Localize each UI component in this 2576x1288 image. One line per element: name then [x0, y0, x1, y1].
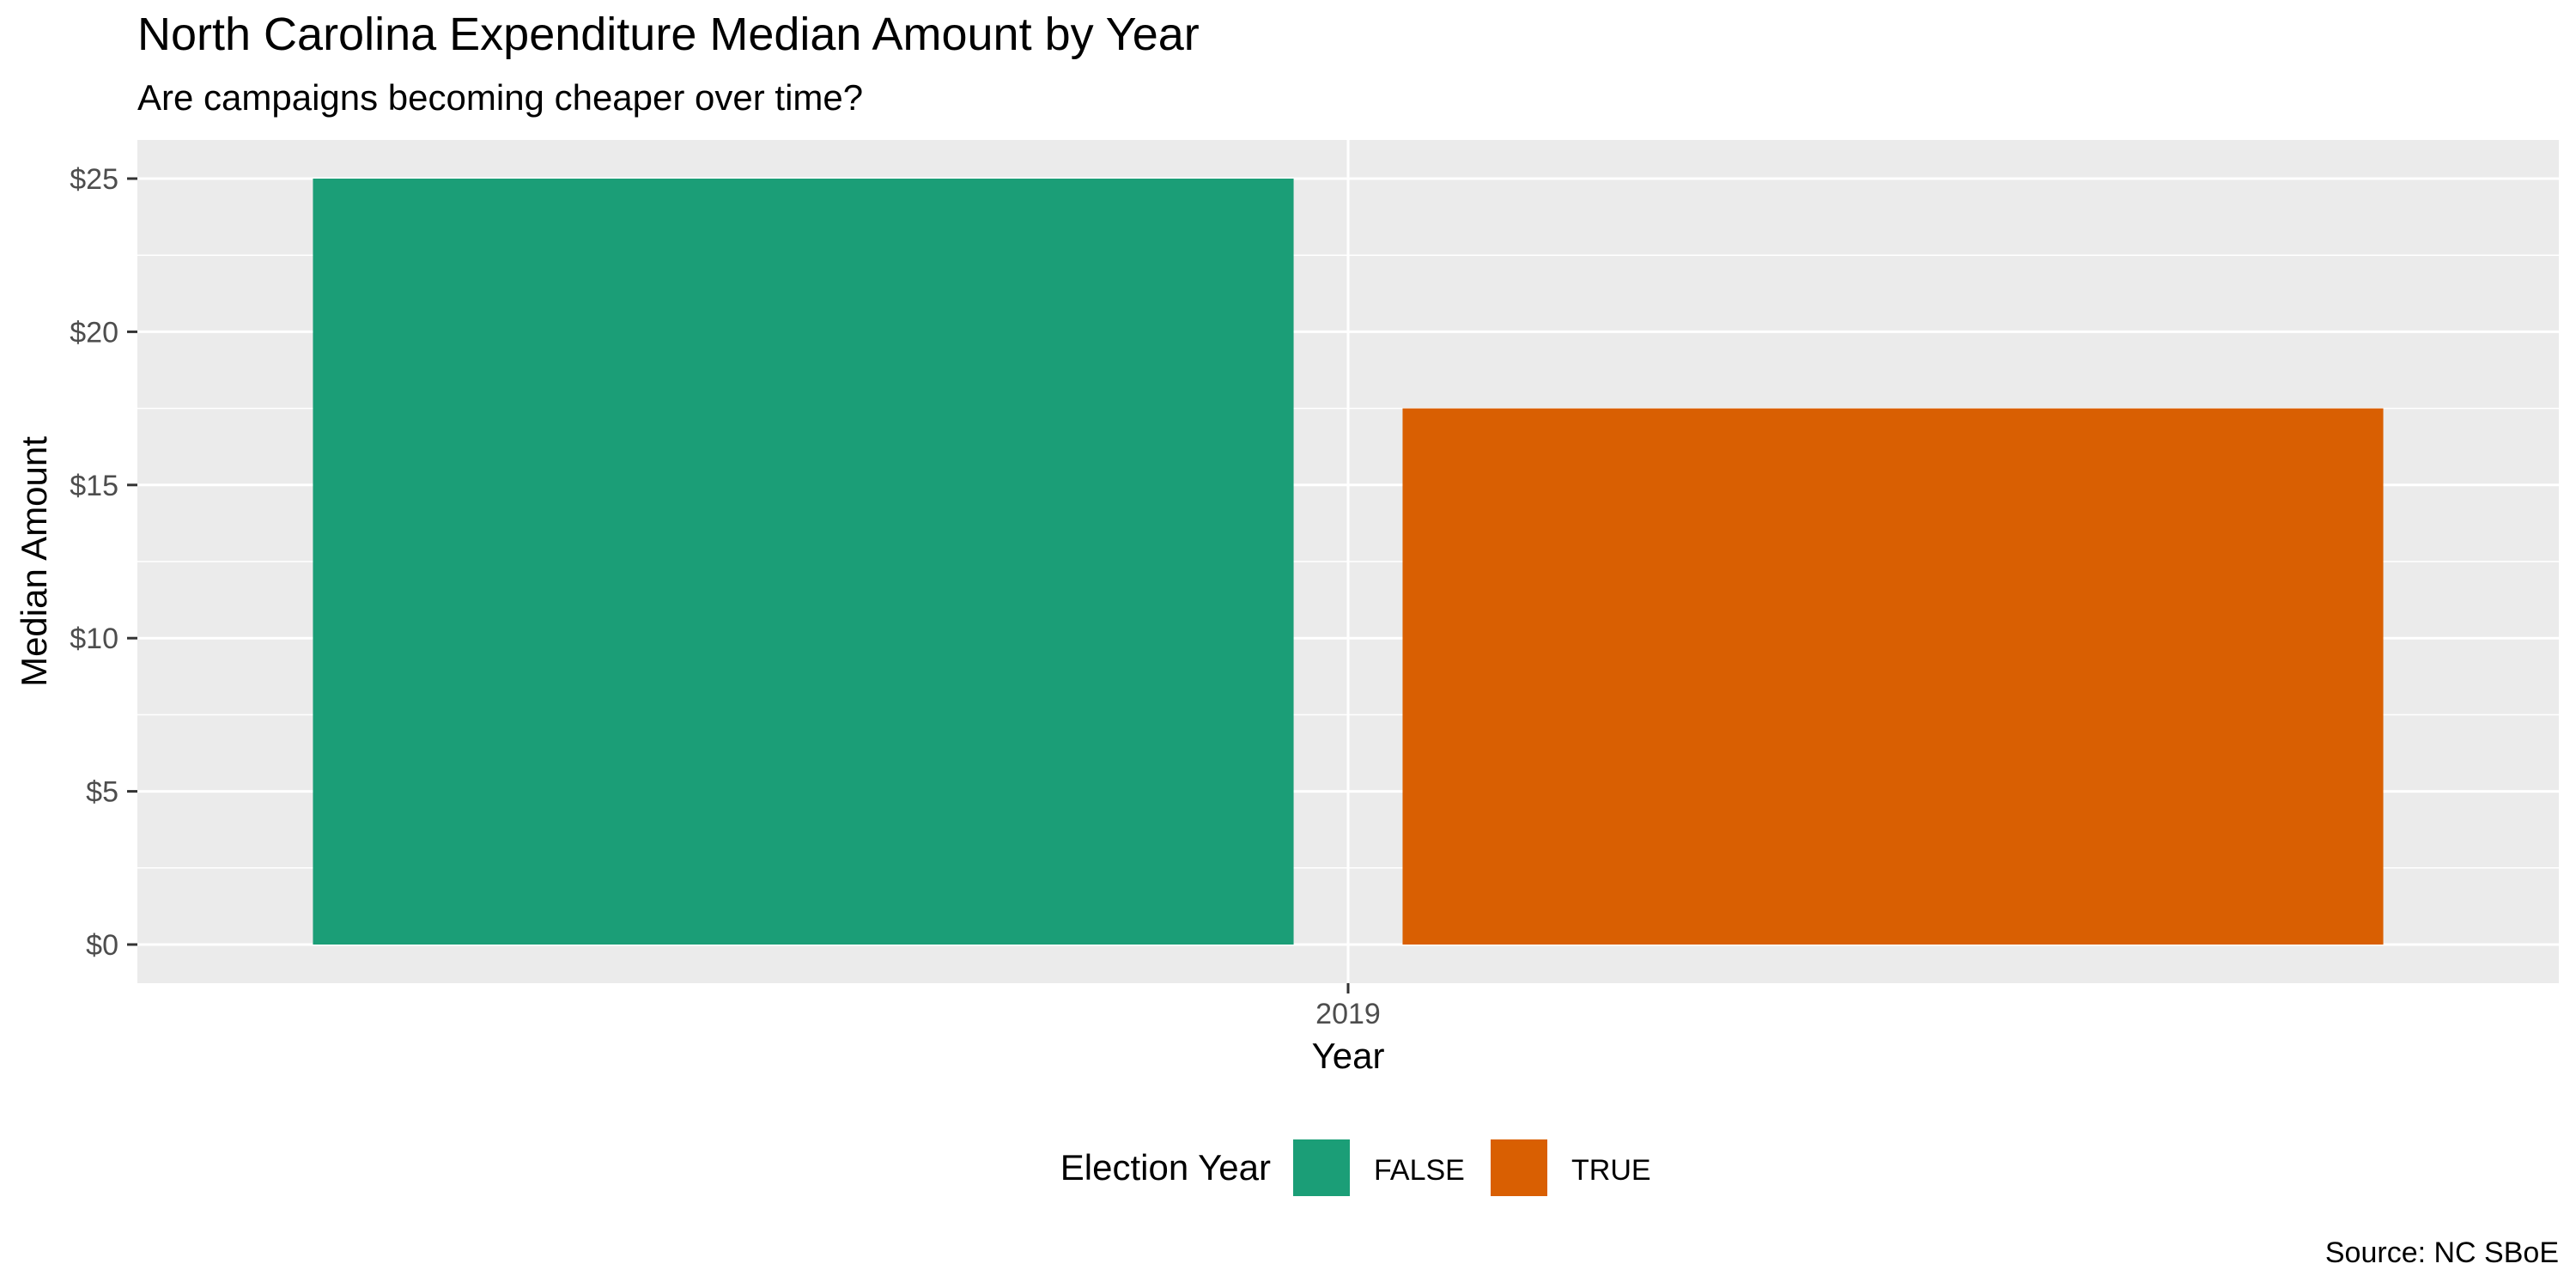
legend-key-false	[1293, 1139, 1350, 1196]
y-tick-label: $15	[70, 470, 118, 502]
legend-label-true: TRUE	[1571, 1154, 1651, 1187]
x-axis: 2019	[1315, 983, 1381, 1030]
y-tick-label: $10	[70, 623, 118, 655]
legend-label-false: FALSE	[1374, 1154, 1465, 1187]
legend-key-true	[1491, 1139, 1547, 1196]
x-tick-label: 2019	[1315, 998, 1381, 1030]
bars	[313, 179, 2384, 945]
y-tick-label: $20	[70, 316, 118, 349]
chart-title: North Carolina Expenditure Median Amount…	[137, 9, 1200, 60]
bar-false	[313, 179, 1294, 945]
y-axis-title: Median Amount	[14, 436, 54, 687]
y-tick-label: $0	[86, 929, 118, 962]
legend-title: Election Year	[1060, 1147, 1271, 1188]
bar-true	[1402, 408, 2384, 945]
legend: Election Year FALSE TRUE	[1060, 1139, 1651, 1196]
y-tick-label: $25	[70, 163, 118, 196]
chart-caption: Source: NC SBoE	[2325, 1236, 2559, 1269]
y-axis: $0 $5 $10 $15 $20 $25	[70, 163, 137, 962]
x-axis-title: Year	[1312, 1036, 1385, 1076]
chart-subtitle: Are campaigns becoming cheaper over time…	[137, 77, 863, 118]
y-tick-label: $5	[86, 776, 118, 809]
